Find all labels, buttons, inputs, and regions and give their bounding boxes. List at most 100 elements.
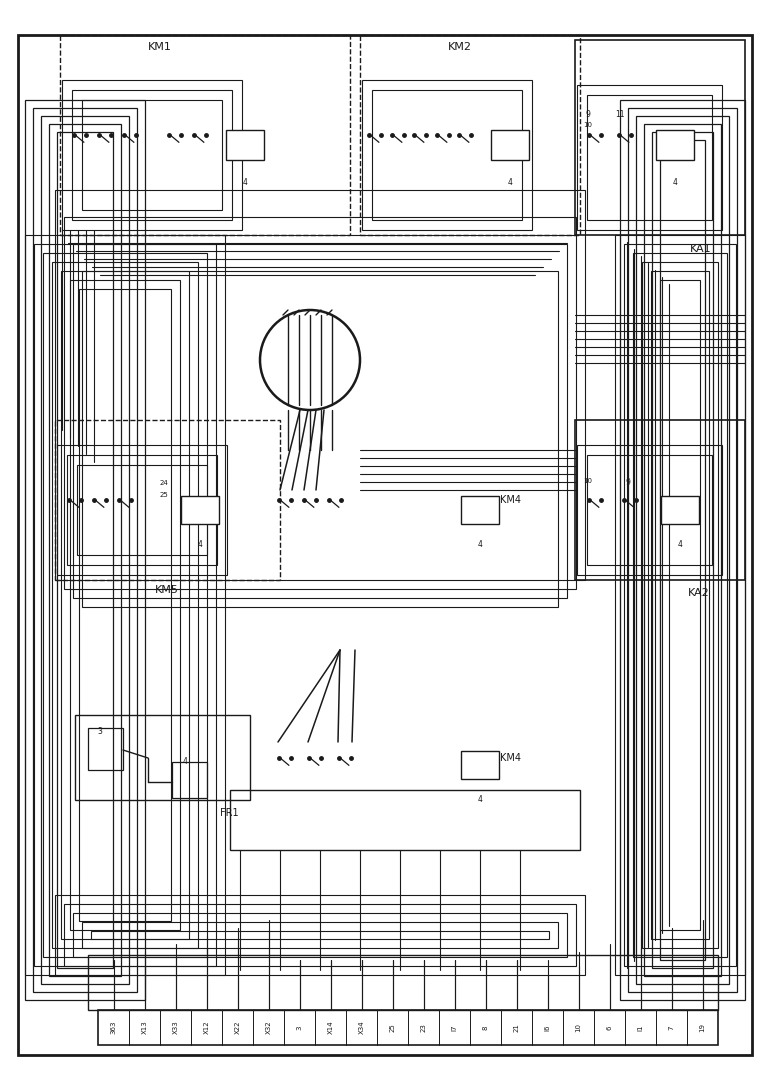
Text: 9: 9 <box>585 110 591 119</box>
Text: KM2: KM2 <box>448 42 472 52</box>
Bar <box>25 235 225 975</box>
Bar <box>79 289 171 921</box>
Bar <box>61 271 189 938</box>
Bar <box>55 895 585 975</box>
Bar <box>230 790 580 850</box>
Bar <box>62 80 242 230</box>
Bar <box>72 90 232 220</box>
Bar <box>651 271 709 938</box>
Text: 4: 4 <box>678 540 682 549</box>
Bar <box>82 922 558 948</box>
Bar <box>88 955 718 1010</box>
Text: 10: 10 <box>575 1023 581 1032</box>
Bar <box>461 496 499 524</box>
Text: 10: 10 <box>584 478 592 484</box>
Text: 25: 25 <box>159 492 169 498</box>
Bar <box>628 108 737 992</box>
Text: KM4: KM4 <box>500 494 521 505</box>
Text: 8: 8 <box>483 1026 488 1030</box>
Bar <box>33 108 137 992</box>
Text: 9: 9 <box>625 478 631 487</box>
Bar <box>644 124 721 976</box>
Bar <box>55 420 280 580</box>
Text: X14: X14 <box>327 1020 333 1034</box>
Bar <box>34 244 216 966</box>
Bar <box>52 262 198 948</box>
Bar <box>91 931 549 938</box>
Text: 4: 4 <box>243 178 247 187</box>
Text: I1: I1 <box>638 1024 644 1031</box>
Text: 11: 11 <box>615 110 624 119</box>
Bar <box>661 496 699 524</box>
Bar <box>64 217 576 589</box>
Text: 4: 4 <box>477 796 483 804</box>
Text: KA1: KA1 <box>690 244 711 254</box>
Bar <box>64 904 576 966</box>
Bar <box>491 130 529 160</box>
Text: KM1: KM1 <box>148 42 172 52</box>
Bar <box>77 465 207 555</box>
Bar <box>620 100 745 1000</box>
Text: 4: 4 <box>672 178 678 187</box>
Text: 7: 7 <box>668 1026 675 1030</box>
Bar <box>656 130 694 160</box>
Text: I7: I7 <box>451 1024 457 1031</box>
Bar <box>660 140 705 960</box>
Text: FR1: FR1 <box>220 808 239 818</box>
Bar <box>98 1010 718 1045</box>
Bar <box>88 728 123 770</box>
Bar <box>41 116 129 984</box>
Text: KM5: KM5 <box>155 585 179 594</box>
Text: I6: I6 <box>544 1024 551 1031</box>
Text: X33: X33 <box>172 1020 179 1034</box>
Bar <box>73 913 567 957</box>
Bar <box>461 751 499 779</box>
Text: 4: 4 <box>477 540 483 549</box>
Text: 25: 25 <box>390 1023 396 1032</box>
Bar <box>181 496 219 524</box>
Bar <box>577 445 722 575</box>
Bar <box>575 40 745 235</box>
Bar <box>226 130 264 160</box>
Bar <box>73 244 567 598</box>
Bar <box>82 271 558 607</box>
Text: 23: 23 <box>420 1023 427 1032</box>
Text: 4: 4 <box>182 757 187 766</box>
Text: 6: 6 <box>607 1026 612 1030</box>
Bar <box>43 253 207 957</box>
Text: X32: X32 <box>266 1020 272 1034</box>
Bar <box>577 85 722 230</box>
Text: 4: 4 <box>507 178 513 187</box>
Bar <box>587 95 712 220</box>
Bar <box>82 100 222 210</box>
Bar <box>372 90 522 220</box>
Bar <box>660 280 700 930</box>
Bar <box>25 100 145 1000</box>
Bar <box>70 280 180 930</box>
Bar <box>642 262 718 948</box>
Bar <box>636 116 729 984</box>
Bar <box>49 124 121 976</box>
Bar <box>360 35 580 235</box>
Text: KA2: KA2 <box>688 588 710 598</box>
Text: X34: X34 <box>359 1020 364 1034</box>
Text: 19: 19 <box>699 1023 705 1032</box>
Text: 363: 363 <box>111 1021 116 1034</box>
Bar <box>55 190 585 580</box>
Bar <box>75 715 250 800</box>
Text: 21: 21 <box>514 1023 520 1032</box>
Bar <box>652 132 713 968</box>
Bar <box>57 132 113 968</box>
Bar <box>60 35 350 235</box>
Bar <box>587 455 712 565</box>
Bar <box>362 80 532 230</box>
Text: X13: X13 <box>142 1020 148 1034</box>
Bar <box>624 244 736 966</box>
Bar <box>575 420 745 580</box>
Bar <box>615 235 745 975</box>
Text: X22: X22 <box>235 1021 240 1034</box>
Bar <box>633 253 727 957</box>
Text: KM4: KM4 <box>500 752 521 763</box>
Text: 4: 4 <box>198 540 203 549</box>
Text: 24: 24 <box>159 481 169 486</box>
